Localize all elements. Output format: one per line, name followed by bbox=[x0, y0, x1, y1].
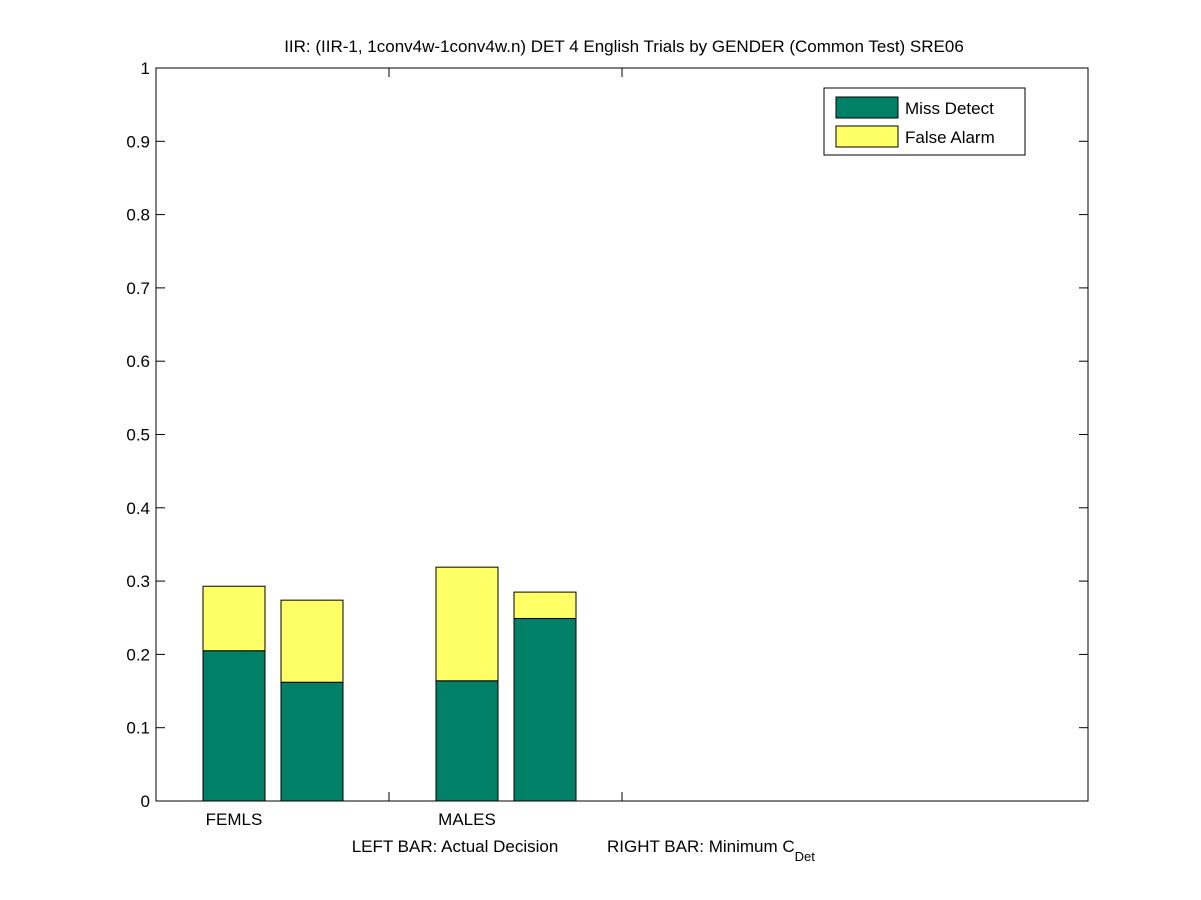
y-tick-label: 0.7 bbox=[126, 279, 150, 298]
chart-title: IIR: (IIR-1, 1conv4w-1conv4w.n) DET 4 En… bbox=[284, 37, 964, 56]
y-tick-label: 0.9 bbox=[126, 132, 150, 151]
y-tick-label: 0.1 bbox=[126, 719, 150, 738]
bar-segment-miss-detect bbox=[435, 680, 499, 802]
bar-segment-false-alarm bbox=[280, 599, 344, 683]
legend-swatch-false-alarm bbox=[835, 125, 899, 148]
legend: Miss Detect False Alarm bbox=[823, 87, 1026, 156]
x-axis-label-right-main: RIGHT BAR: Minimum C bbox=[607, 837, 795, 856]
y-tick-label: 0.6 bbox=[126, 352, 150, 371]
legend-label-false-alarm: False Alarm bbox=[905, 128, 995, 147]
x-axis-label-right: RIGHT BAR: Minimum CDet bbox=[607, 837, 815, 864]
y-tick-label: 0.4 bbox=[126, 499, 150, 518]
bar-segment-miss-detect bbox=[280, 681, 344, 802]
y-tick-label: 0.2 bbox=[126, 645, 150, 664]
y-tick-label: 0.3 bbox=[126, 572, 150, 591]
y-axis: 0 0.1 0.2 0.3 0.4 0.5 0.6 0.7 0.8 0.9 1 bbox=[126, 59, 1088, 811]
bar-segment-miss-detect bbox=[202, 650, 266, 802]
y-tick-label: 0 bbox=[141, 792, 150, 811]
legend-swatch-miss-detect bbox=[835, 96, 899, 119]
bars bbox=[202, 566, 577, 802]
x-tick-label: FEMLS bbox=[206, 810, 263, 829]
x-axis: FEMLS MALES bbox=[206, 68, 623, 829]
y-tick-label: 0.8 bbox=[126, 206, 150, 225]
x-tick-label: MALES bbox=[438, 810, 496, 829]
bar-segment-false-alarm bbox=[513, 591, 577, 619]
bar-segment-miss-detect bbox=[513, 617, 577, 802]
bar-segment-false-alarm bbox=[435, 566, 499, 682]
x-axis-label-left: LEFT BAR: Actual Decision bbox=[352, 837, 559, 856]
y-tick-label: 0.5 bbox=[126, 426, 150, 445]
bar-segment-false-alarm bbox=[202, 585, 266, 652]
y-tick-label: 1 bbox=[141, 59, 150, 78]
legend-label-miss-detect: Miss Detect bbox=[905, 99, 994, 118]
x-axis-label-right-subscript: Det bbox=[795, 849, 816, 864]
